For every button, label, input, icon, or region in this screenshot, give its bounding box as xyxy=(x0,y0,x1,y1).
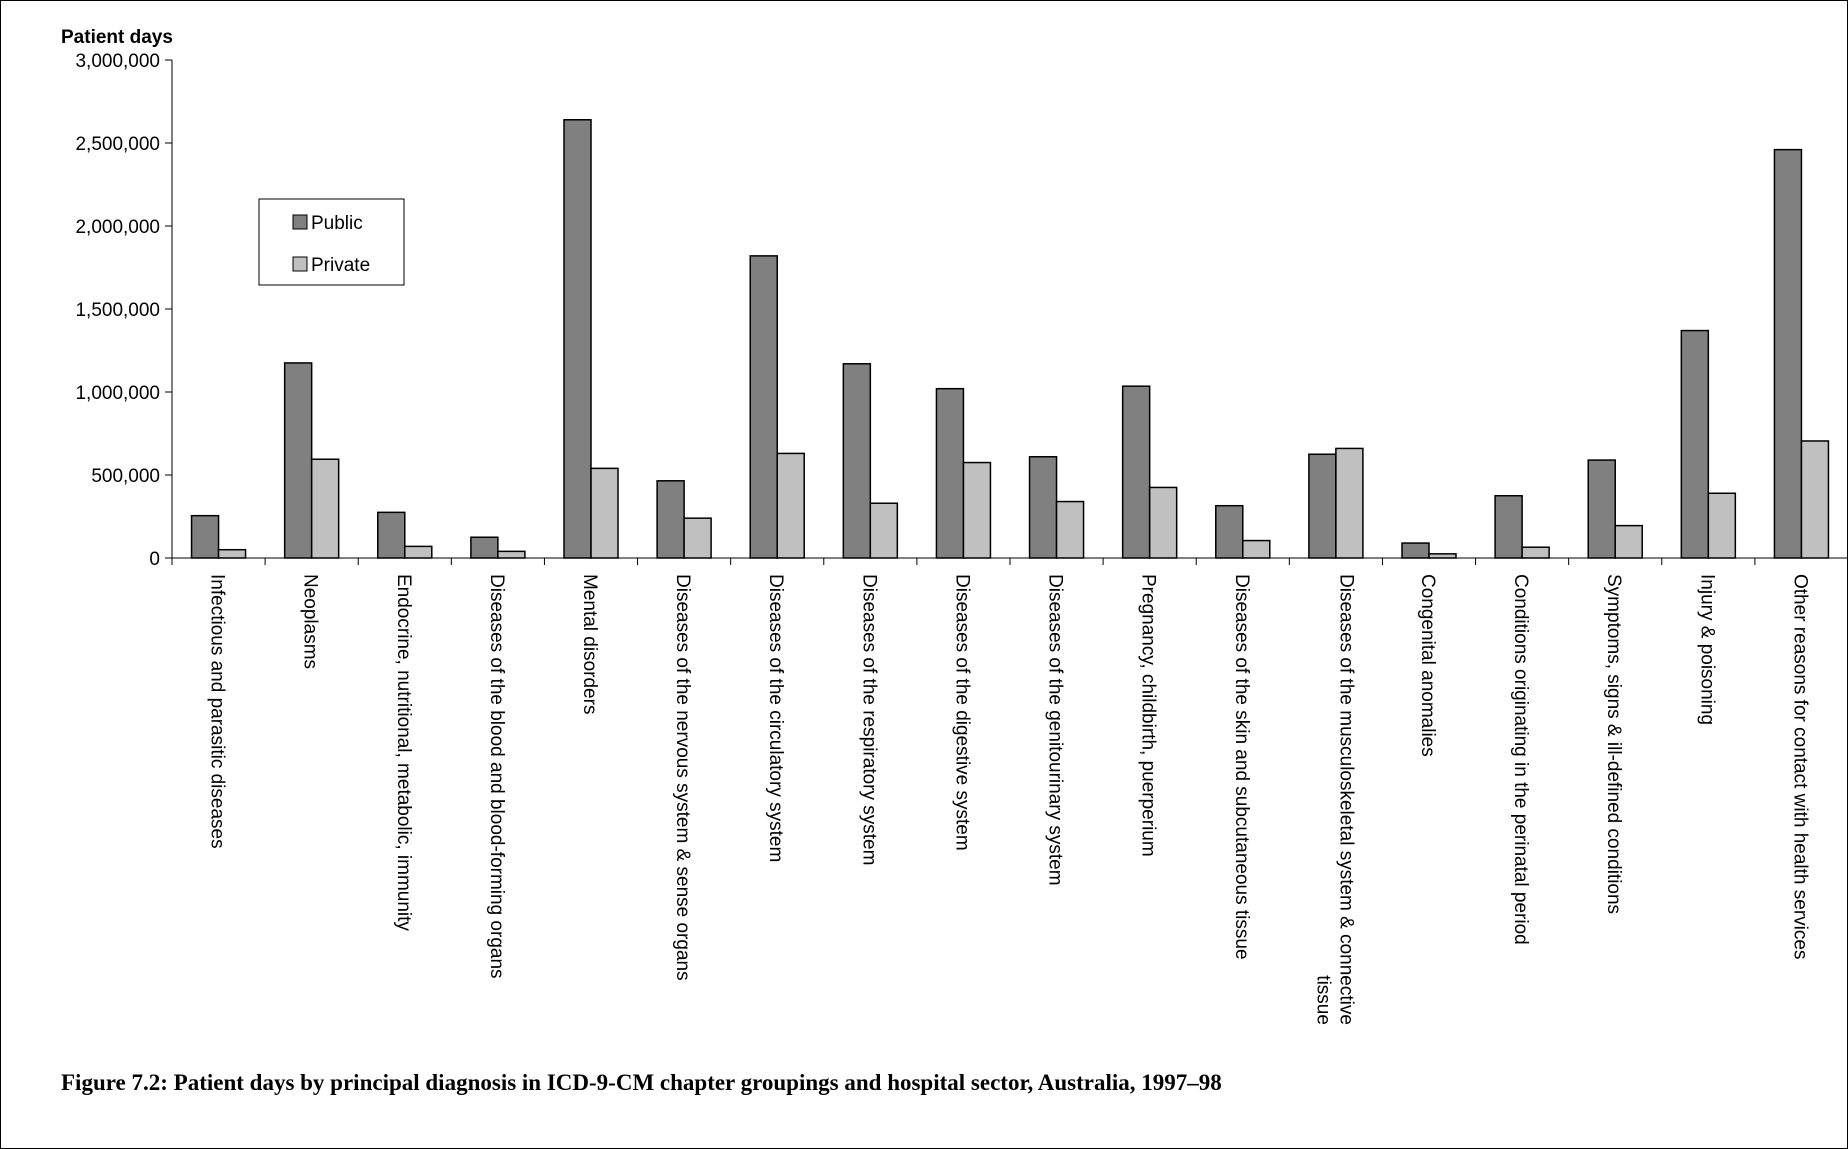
bar-public-7 xyxy=(842,363,872,559)
y-axis-title: Patient days xyxy=(61,27,173,48)
y-tick-label: 1,000,000 xyxy=(75,383,160,404)
bars xyxy=(190,119,1830,559)
bar-private-17 xyxy=(1800,440,1830,559)
bar-public-13 xyxy=(1401,542,1430,559)
bar-private-10 xyxy=(1148,486,1178,559)
bar-private-13 xyxy=(1428,553,1457,559)
bar-public-5 xyxy=(656,480,685,559)
legend-box xyxy=(258,198,405,286)
bar-public-11 xyxy=(1215,504,1244,559)
bar-chart: 0 500,000 1,000,000 1,500,000 2,000,000 2,500… xyxy=(61,27,1848,1025)
legend-label-public: Public xyxy=(311,213,363,234)
category-label: Pregnancy, childbirth, puerperium xyxy=(1138,574,1159,857)
bar-private-4 xyxy=(590,467,619,559)
bar-public-10 xyxy=(1121,385,1151,559)
figure-caption: Figure 7.2: Patient days by principal di… xyxy=(61,1070,1222,1095)
category-label: Neoplasms xyxy=(300,574,321,669)
bar-public-6 xyxy=(749,255,778,559)
category-label: Diseases of the digestive system xyxy=(951,574,972,851)
bar-private-16 xyxy=(1707,492,1737,559)
bar-public-4 xyxy=(563,119,592,559)
category-label: Mental disorders xyxy=(579,574,600,714)
bar-public-0 xyxy=(190,514,220,559)
category-label: Diseases of the blood and blood-forming … xyxy=(486,574,507,979)
bar-public-14 xyxy=(1494,495,1523,559)
y-tick-label: 0 xyxy=(149,549,160,570)
category-label: Diseases of the respiratory system xyxy=(858,574,879,865)
category-label: Congenital anomalies xyxy=(1417,574,1438,757)
category-label: Other reasons for contact with health se… xyxy=(1789,574,1810,959)
bar-private-9 xyxy=(1055,500,1085,559)
y-tick-label: 2,500,000 xyxy=(75,134,160,155)
legend: Public Private xyxy=(258,198,405,286)
category-label: Diseases of the genitourinary system xyxy=(1045,574,1066,886)
bar-private-12 xyxy=(1335,447,1364,559)
bar-private-1 xyxy=(310,458,340,559)
bar-public-15 xyxy=(1587,459,1616,559)
bar-private-11 xyxy=(1242,539,1271,559)
category-label: Diseases of the skin and subcutaneous ti… xyxy=(1231,574,1252,960)
bar-private-2 xyxy=(404,545,433,559)
bar-public-8 xyxy=(935,387,965,559)
y-tick-label: 500,000 xyxy=(91,466,160,487)
x-axis xyxy=(171,557,1848,565)
bar-public-16 xyxy=(1680,329,1710,559)
bar-public-12 xyxy=(1308,453,1337,559)
bar-private-0 xyxy=(217,548,247,559)
bar-private-5 xyxy=(683,517,712,559)
legend-swatch-private xyxy=(292,256,308,272)
legend-label-private: Private xyxy=(311,255,370,276)
category-label: Symptoms, signs & ill-defined conditions xyxy=(1603,574,1624,914)
category-label: Diseases of the musculoskeletal system &… xyxy=(1312,574,1356,1025)
y-axis: 0 500,000 1,000,000 1,500,000 2,000,000 2,500… xyxy=(61,27,173,570)
y-tick-label: 1,500,000 xyxy=(75,300,160,321)
legend-swatch-public xyxy=(292,214,308,230)
bar-public-17 xyxy=(1773,148,1803,559)
bar-public-3 xyxy=(470,536,499,559)
y-tick-label: 2,000,000 xyxy=(75,217,160,238)
category-label: Conditions originating in the perinatal … xyxy=(1510,574,1531,945)
y-tick-label: 3,000,000 xyxy=(75,51,160,72)
bar-public-9 xyxy=(1028,455,1058,559)
bar-private-3 xyxy=(497,550,526,559)
bar-public-2 xyxy=(377,511,406,559)
bar-public-1 xyxy=(283,362,313,559)
bar-private-7 xyxy=(869,502,899,559)
bar-private-8 xyxy=(962,461,992,559)
category-label: Infectious and parasitic diseases xyxy=(207,574,228,849)
bar-private-15 xyxy=(1614,524,1643,559)
category-label: Injury & poisoning xyxy=(1696,574,1717,725)
bar-private-6 xyxy=(776,452,805,559)
category-label: Diseases of the nervous system & sense o… xyxy=(672,574,693,981)
category-label: Diseases of the circulatory system xyxy=(765,574,786,862)
category-labels: Infectious and parasitic diseases Neoplas… xyxy=(207,574,1811,1025)
bar-private-14 xyxy=(1521,546,1550,559)
category-label: Endocrine, nutritional, metabolic, immun… xyxy=(393,574,414,931)
